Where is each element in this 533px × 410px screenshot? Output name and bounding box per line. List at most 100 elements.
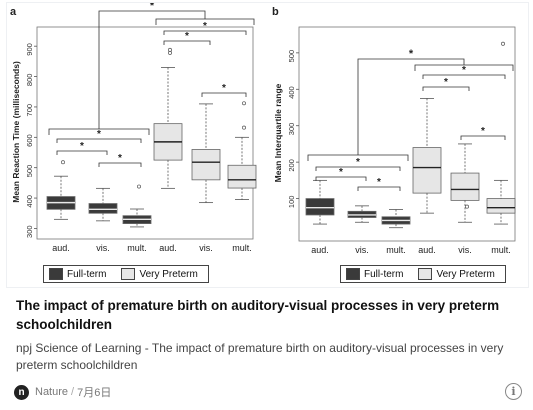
legend-label-very-preterm: Very Preterm: [139, 268, 198, 280]
significance-star: *: [444, 77, 448, 88]
y-tick-label: 300: [25, 225, 34, 238]
y-tick-label: 500: [287, 50, 296, 63]
significance-bracket: [98, 162, 142, 167]
x-tick-label: vis.: [199, 243, 213, 253]
significance-bracket: [201, 92, 247, 97]
outlier-point: [465, 204, 469, 209]
between-group-bracket: [357, 58, 465, 155]
significance-bracket: [56, 150, 108, 155]
y-tick-label: 500: [25, 165, 34, 178]
x-tick-label: aud.: [418, 245, 436, 255]
outlier-point: [242, 101, 246, 106]
significance-bracket: [163, 30, 247, 35]
legend-a: Full-term Very Preterm: [43, 265, 209, 283]
box-vis-full-term: [88, 187, 118, 222]
box-mult-full-term: [122, 184, 152, 228]
significance-bracket: [422, 86, 470, 91]
source-row: n Nature / 7月6日: [14, 384, 111, 400]
y-tick-label: 400: [287, 86, 296, 99]
article-description[interactable]: npj Science of Learning - The impact of …: [16, 341, 504, 372]
significance-star: *: [481, 126, 485, 137]
x-tick-label: mult.: [232, 243, 252, 253]
x-tick-label: aud.: [311, 245, 329, 255]
box-iqr: [486, 198, 516, 214]
article-title[interactable]: The impact of premature birth on auditor…: [16, 298, 500, 332]
box-vis-full-term: [347, 205, 377, 223]
significance-bracket: [422, 74, 506, 79]
y-tick-label: 700: [25, 104, 34, 117]
box-iqr: [305, 198, 335, 216]
y-tick-label: 300: [287, 123, 296, 136]
box-mult-full-term: [381, 209, 411, 229]
outlier-point: [501, 41, 505, 46]
significance-star: *: [185, 31, 189, 42]
significance-bracket: [460, 135, 506, 140]
significance-star: *: [409, 48, 414, 60]
x-tick-label: mult.: [386, 245, 406, 255]
chart-panel-a: a 300 400 500 600 700 800 900 Mean Reaction Time…: [10, 3, 257, 253]
outlier-point: [137, 184, 141, 189]
box-vis-very-preterm: [450, 143, 480, 223]
outlier-point: [242, 125, 246, 130]
box-iqr: [450, 172, 480, 201]
outlier-point: [168, 47, 172, 52]
significance-star: *: [150, 3, 155, 12]
y-tick-label: 900: [25, 43, 34, 56]
significance-star: *: [339, 167, 343, 178]
info-icon[interactable]: i: [505, 383, 522, 400]
box-aud-full-term: [46, 160, 76, 220]
x-tick-label: mult.: [127, 243, 147, 253]
significance-bracket: [163, 40, 211, 45]
y-axis-label: Mean Reaction Time (milliseconds): [11, 61, 21, 203]
panel-label: a: [10, 6, 17, 18]
significance-star: *: [118, 153, 122, 164]
panel-label: b: [272, 6, 279, 18]
significance-star: *: [80, 141, 84, 152]
significance-bracket: [357, 186, 401, 191]
legend-label-full-term: Full-term: [67, 268, 107, 280]
legend-swatch-full-term: [346, 268, 360, 280]
y-tick-label: 400: [25, 195, 34, 208]
box-iqr: [191, 149, 221, 181]
significance-bracket: [56, 138, 142, 143]
figure-image[interactable]: a 300 400 500 600 700 800 900 Mean Reaction Time…: [6, 2, 529, 288]
x-tick-label: vis.: [355, 245, 369, 255]
source-name[interactable]: Nature: [35, 386, 69, 398]
box-iqr: [88, 203, 118, 214]
box-mult-very-preterm: [486, 41, 516, 225]
plot-frame: [36, 26, 254, 240]
significance-bracket: [315, 166, 401, 171]
legend-label-very-preterm: Very Preterm: [436, 268, 495, 280]
significance-star: *: [97, 129, 101, 140]
nature-logo-icon: n: [14, 384, 29, 400]
outlier-point: [61, 160, 65, 165]
box-mult-very-preterm: [227, 101, 257, 200]
box-aud-full-term: [305, 179, 335, 225]
legend-b: Full-term Very Preterm: [340, 265, 506, 283]
x-tick-label: aud.: [159, 243, 177, 253]
x-tick-label: aud.: [52, 243, 70, 253]
significance-bracket: [315, 176, 367, 181]
box-iqr: [227, 164, 257, 189]
y-axis-label: Mean Interquartile range: [273, 83, 283, 182]
y-tick-label: 600: [25, 134, 34, 147]
y-tick-label: 200: [287, 159, 296, 172]
separator: /: [71, 386, 75, 398]
significance-star: *: [356, 157, 360, 168]
x-tick-label: vis.: [96, 243, 110, 253]
publish-date: 7月6日: [77, 387, 112, 399]
box-iqr: [412, 147, 442, 194]
significance-star: *: [222, 83, 226, 94]
box-aud-very-preterm: [153, 47, 183, 189]
y-tick-label: 800: [25, 74, 34, 87]
legend-swatch-very-preterm: [418, 268, 433, 280]
box-aud-very-preterm: [412, 97, 442, 214]
significance-star: *: [203, 21, 207, 32]
between-group-bracket: [98, 10, 206, 129]
chart-panel-b: b 100 200 300 400 500 Mean Interquartile range…: [272, 6, 516, 255]
legend-label-full-term: Full-term: [364, 268, 404, 280]
significance-star: *: [462, 65, 466, 76]
x-tick-label: vis.: [458, 245, 472, 255]
x-tick-label: mult.: [491, 245, 511, 255]
